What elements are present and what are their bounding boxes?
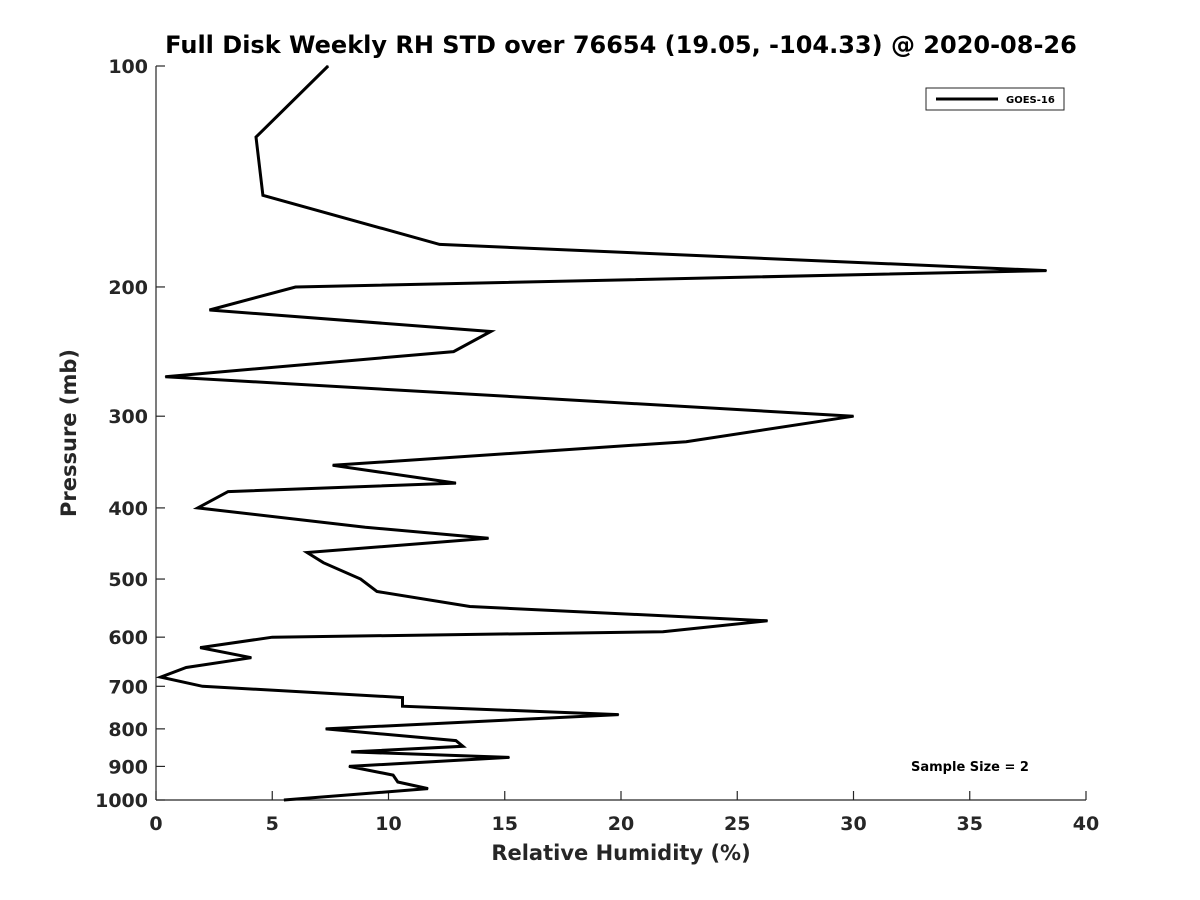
data-point (392, 774, 394, 776)
data-point (453, 351, 455, 353)
data-point (327, 65, 329, 67)
x-axis-label: Relative Humidity (%) (491, 841, 750, 865)
x-ticks: 0 5 10 15 20 25 30 35 40 (149, 791, 1099, 835)
data-point (618, 714, 620, 716)
x-tick-label: 10 (375, 813, 401, 835)
y-tick-label: 100 (108, 56, 148, 78)
data-point (306, 552, 308, 553)
data-point (397, 781, 399, 783)
y-axis-label: Pressure (mb) (57, 349, 81, 517)
data-point (185, 667, 187, 668)
x-tick-label: 30 (840, 813, 866, 835)
data-point (295, 286, 296, 288)
data-point (199, 647, 201, 649)
data-point (376, 591, 378, 592)
x-tick-label: 15 (492, 813, 518, 835)
data-point (490, 331, 492, 332)
data-point (348, 765, 350, 767)
chart-title: Full Disk Weekly RH STD over 76654 (19.0… (165, 31, 1077, 59)
data-point (853, 415, 854, 417)
data-point (364, 526, 366, 528)
x-tick-label: 0 (149, 813, 162, 835)
y-tick-label: 300 (108, 406, 148, 428)
data-point (255, 136, 257, 138)
data-point (250, 657, 252, 659)
legend: GOES-16 (925, 87, 1065, 111)
data-point (439, 243, 441, 245)
series-layer (155, 64, 1047, 802)
data-point (262, 194, 264, 196)
data-point (227, 491, 229, 493)
y-tick-label: 900 (108, 756, 148, 778)
data-point (160, 676, 162, 678)
data-point (1046, 270, 1047, 272)
data-point (350, 751, 352, 753)
x-tick-label: 40 (1073, 813, 1099, 835)
data-point (462, 745, 464, 747)
sample-size-annotation: Sample Size = 2 (911, 760, 1029, 775)
data-point (685, 441, 687, 443)
data-point (402, 705, 403, 707)
y-tick-label: 800 (108, 719, 148, 741)
data-point (455, 740, 457, 742)
y-ticks: 100 200 300 400 500 600 700 800 900 1000 (95, 56, 165, 812)
data-point (164, 376, 166, 378)
x-tick-label: 35 (957, 813, 983, 835)
data-point (271, 636, 273, 638)
x-tick-label: 5 (266, 813, 279, 835)
data-point (488, 537, 489, 539)
data-point (402, 697, 403, 698)
y-tick-label: 700 (108, 676, 148, 698)
data-point (322, 562, 324, 564)
data-point (767, 620, 768, 622)
y-tick-label: 400 (108, 498, 148, 520)
y-tick-label: 1000 (95, 790, 148, 812)
data-point (283, 799, 285, 801)
data-point (332, 464, 334, 466)
data-point (508, 756, 510, 758)
plot-axes (155, 66, 1086, 801)
x-tick-label: 25 (724, 813, 750, 835)
data-point (360, 578, 362, 580)
series-line-goes-16 (155, 64, 1047, 802)
data-point (427, 788, 429, 790)
legend-label-goes-16: GOES-16 (1006, 95, 1055, 106)
data-point (455, 482, 457, 484)
data-point (197, 507, 199, 509)
y-tick-label: 200 (108, 277, 148, 299)
x-tick-label: 20 (608, 813, 634, 835)
data-point (469, 606, 471, 607)
data-point (202, 685, 203, 687)
y-tick-label: 500 (108, 569, 148, 591)
data-point (209, 309, 210, 311)
data-point (662, 631, 664, 633)
data-point (325, 728, 327, 730)
y-tick-label: 600 (108, 627, 148, 649)
